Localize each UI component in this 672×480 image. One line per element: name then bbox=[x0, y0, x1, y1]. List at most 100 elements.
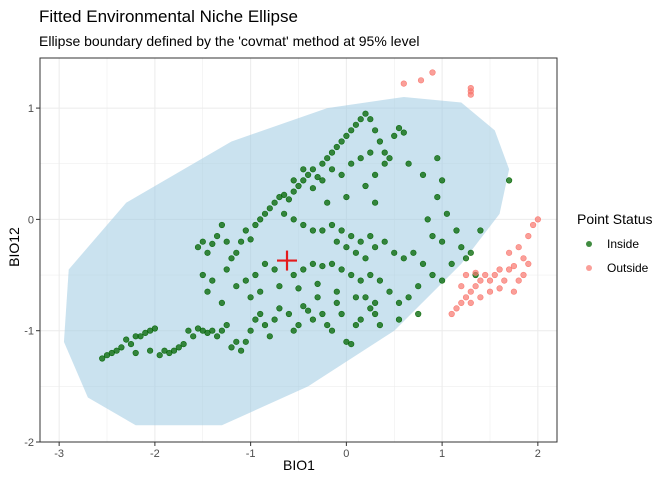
point-inside bbox=[333, 288, 340, 295]
point-inside bbox=[434, 194, 441, 201]
point-inside bbox=[290, 216, 297, 223]
point-inside bbox=[352, 121, 360, 128]
point-inside bbox=[343, 132, 350, 139]
point-inside bbox=[324, 199, 331, 206]
point-inside bbox=[400, 255, 407, 262]
point-outside bbox=[496, 266, 503, 273]
point-inside bbox=[352, 294, 360, 301]
point-inside bbox=[338, 266, 345, 273]
point-inside bbox=[214, 333, 221, 340]
point-inside bbox=[223, 322, 230, 329]
point-inside bbox=[271, 316, 278, 323]
point-inside bbox=[185, 327, 192, 334]
x-tick-label: -3 bbox=[54, 448, 64, 460]
point-inside bbox=[343, 244, 350, 251]
point-inside bbox=[199, 238, 206, 245]
point-inside bbox=[391, 249, 398, 256]
point-outside bbox=[510, 288, 518, 295]
point-inside bbox=[362, 294, 369, 301]
point-inside bbox=[228, 344, 235, 351]
point-inside bbox=[400, 129, 407, 136]
y-tick-label: 1 bbox=[28, 103, 34, 115]
point-inside bbox=[233, 283, 240, 290]
point-inside bbox=[357, 238, 364, 245]
point-inside bbox=[261, 322, 269, 329]
point-outside bbox=[467, 288, 474, 295]
point-inside bbox=[247, 327, 254, 334]
point-inside bbox=[218, 221, 225, 229]
point-inside bbox=[281, 210, 288, 217]
chart-title: Fitted Environmental Niche Ellipse bbox=[39, 7, 298, 26]
point-inside bbox=[439, 277, 446, 284]
point-outside bbox=[515, 244, 522, 251]
point-inside bbox=[247, 294, 254, 301]
point-outside bbox=[417, 77, 425, 84]
point-inside bbox=[415, 310, 422, 318]
point-inside bbox=[290, 177, 297, 184]
point-outside bbox=[506, 249, 513, 256]
point-inside bbox=[242, 338, 249, 345]
legend-title: Point Status bbox=[577, 211, 653, 227]
point-inside bbox=[333, 299, 340, 307]
point-inside bbox=[300, 177, 307, 184]
point-inside bbox=[348, 233, 355, 240]
point-inside bbox=[506, 177, 513, 184]
point-outside bbox=[510, 263, 518, 270]
point-outside bbox=[400, 80, 407, 87]
point-inside bbox=[218, 299, 225, 307]
point-inside bbox=[319, 160, 326, 167]
point-inside bbox=[405, 294, 412, 301]
point-inside bbox=[328, 166, 336, 173]
point-inside bbox=[199, 271, 206, 279]
x-tick-label: 0 bbox=[343, 448, 349, 460]
point-outside bbox=[472, 283, 479, 290]
point-inside bbox=[362, 110, 369, 117]
point-inside bbox=[376, 277, 384, 284]
point-inside bbox=[156, 352, 163, 359]
point-inside bbox=[218, 327, 225, 334]
point-inside bbox=[247, 236, 254, 243]
point-inside bbox=[228, 255, 235, 262]
legend: Point Status Inside Outside bbox=[577, 211, 653, 275]
point-inside bbox=[290, 188, 297, 195]
point-outside bbox=[529, 221, 537, 229]
point-inside bbox=[338, 138, 345, 145]
point-outside bbox=[462, 294, 470, 301]
point-inside bbox=[309, 185, 317, 192]
point-inside bbox=[285, 310, 293, 318]
point-outside bbox=[520, 255, 527, 262]
point-inside bbox=[194, 244, 202, 251]
point-inside bbox=[295, 322, 302, 329]
data-points bbox=[99, 69, 542, 362]
point-inside bbox=[180, 341, 187, 348]
point-inside bbox=[319, 227, 326, 234]
point-inside bbox=[357, 155, 364, 162]
point-inside bbox=[395, 299, 403, 307]
point-inside bbox=[429, 233, 436, 240]
point-inside bbox=[123, 336, 130, 343]
point-inside bbox=[419, 171, 427, 178]
point-inside bbox=[271, 266, 278, 273]
point-inside bbox=[233, 249, 240, 256]
point-outside bbox=[467, 91, 474, 98]
y-tick-label: -2 bbox=[24, 437, 34, 449]
point-inside bbox=[118, 344, 125, 351]
point-inside bbox=[266, 205, 273, 212]
point-inside bbox=[405, 160, 412, 167]
point-inside bbox=[137, 333, 144, 340]
point-inside bbox=[352, 322, 360, 329]
point-inside bbox=[99, 355, 106, 362]
point-inside bbox=[367, 233, 374, 240]
point-inside bbox=[147, 347, 154, 354]
point-inside bbox=[309, 260, 317, 268]
point-inside bbox=[338, 171, 345, 178]
point-inside bbox=[415, 283, 422, 290]
point-inside bbox=[223, 266, 230, 273]
x-axis-title: BIO1 bbox=[283, 457, 315, 473]
point-inside bbox=[386, 155, 393, 162]
x-axis-ticks: -3 -2 -1 0 1 2 bbox=[54, 442, 541, 460]
point-inside bbox=[238, 347, 245, 354]
chart-subtitle: Ellipse boundary defined by the 'covmat'… bbox=[39, 33, 420, 49]
point-inside bbox=[314, 294, 321, 301]
